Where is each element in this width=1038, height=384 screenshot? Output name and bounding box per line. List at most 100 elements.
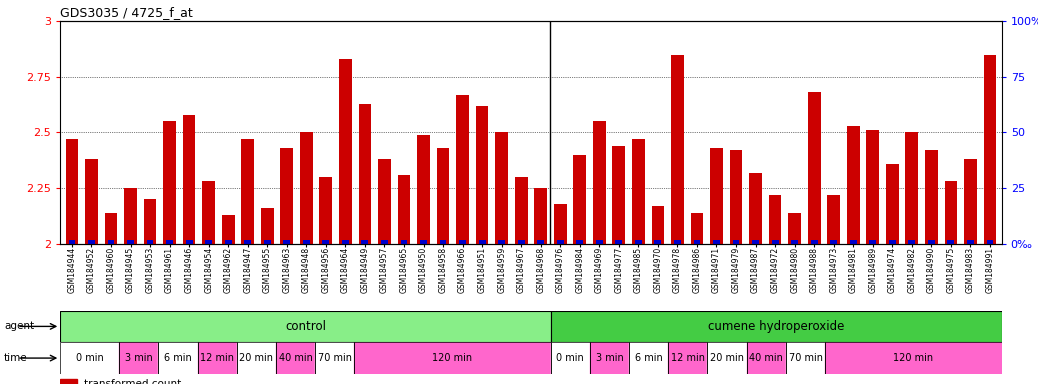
Bar xyxy=(713,240,720,244)
Text: 3 min: 3 min xyxy=(596,353,623,363)
Bar xyxy=(401,240,407,244)
Bar xyxy=(197,342,237,374)
Bar xyxy=(225,240,231,244)
Bar xyxy=(554,204,567,244)
Bar xyxy=(60,342,119,374)
Bar xyxy=(119,342,158,374)
Bar xyxy=(143,199,157,244)
Bar xyxy=(146,240,154,244)
Bar xyxy=(186,240,192,244)
Text: time: time xyxy=(4,353,28,363)
Bar xyxy=(550,342,590,374)
Bar xyxy=(967,240,974,244)
Text: 20 min: 20 min xyxy=(240,353,273,363)
Bar xyxy=(381,240,388,244)
Bar xyxy=(672,55,684,244)
Bar xyxy=(593,121,605,244)
Bar xyxy=(206,240,212,244)
Bar xyxy=(573,155,586,244)
Bar xyxy=(283,240,291,244)
Bar xyxy=(125,188,137,244)
Bar xyxy=(202,182,215,244)
Text: 6 min: 6 min xyxy=(164,353,192,363)
Bar xyxy=(69,240,76,244)
Bar xyxy=(378,159,390,244)
Bar xyxy=(264,240,271,244)
Bar xyxy=(825,342,1002,374)
Bar xyxy=(280,148,293,244)
Text: 0 min: 0 min xyxy=(76,353,104,363)
Text: 12 min: 12 min xyxy=(671,353,705,363)
Bar xyxy=(590,342,629,374)
Bar xyxy=(163,121,175,244)
Bar xyxy=(361,240,368,244)
Bar xyxy=(261,208,274,244)
Bar xyxy=(746,342,786,374)
Bar xyxy=(358,104,372,244)
Bar xyxy=(576,240,583,244)
Text: 120 min: 120 min xyxy=(894,353,933,363)
Bar xyxy=(870,240,876,244)
Text: 6 min: 6 min xyxy=(635,353,662,363)
Bar xyxy=(244,240,251,244)
Bar xyxy=(354,342,550,374)
Bar xyxy=(300,132,312,244)
Bar xyxy=(612,146,625,244)
Bar xyxy=(339,59,352,244)
Bar xyxy=(791,240,798,244)
Bar xyxy=(708,342,746,374)
Text: 120 min: 120 min xyxy=(433,353,472,363)
Bar xyxy=(354,342,550,374)
Bar xyxy=(222,215,235,244)
Bar xyxy=(437,148,449,244)
Bar xyxy=(847,126,859,244)
Bar xyxy=(417,135,430,244)
Bar xyxy=(786,342,825,374)
Bar xyxy=(850,240,856,244)
Bar xyxy=(518,240,524,244)
Bar xyxy=(320,177,332,244)
Bar xyxy=(556,240,564,244)
Bar xyxy=(788,213,801,244)
Text: 3 min: 3 min xyxy=(125,353,153,363)
Bar xyxy=(237,342,276,374)
Bar xyxy=(398,175,410,244)
Bar xyxy=(550,311,1002,342)
Bar xyxy=(60,311,550,342)
Bar xyxy=(693,240,701,244)
Bar xyxy=(60,342,119,374)
Bar xyxy=(827,195,840,244)
Bar xyxy=(710,148,722,244)
Text: agent: agent xyxy=(4,321,34,331)
Bar xyxy=(925,150,937,244)
Bar xyxy=(908,240,916,244)
Bar xyxy=(242,139,254,244)
Bar xyxy=(457,94,469,244)
Bar xyxy=(459,240,466,244)
Text: 20 min: 20 min xyxy=(710,353,744,363)
Text: 12 min: 12 min xyxy=(200,353,235,363)
Bar xyxy=(590,342,629,374)
Bar xyxy=(986,240,993,244)
Bar xyxy=(655,240,661,244)
Bar xyxy=(197,342,237,374)
Bar xyxy=(515,177,527,244)
Bar xyxy=(733,240,739,244)
Bar xyxy=(127,240,134,244)
Bar xyxy=(674,240,681,244)
Bar xyxy=(629,342,668,374)
Bar xyxy=(65,139,78,244)
Bar xyxy=(830,240,837,244)
Bar xyxy=(158,342,197,374)
Bar xyxy=(769,195,782,244)
Bar xyxy=(342,240,349,244)
Bar xyxy=(276,342,316,374)
Bar xyxy=(303,240,309,244)
Bar xyxy=(60,379,77,384)
Text: 40 min: 40 min xyxy=(278,353,312,363)
Bar xyxy=(237,342,276,374)
Bar xyxy=(616,240,622,244)
Bar xyxy=(708,342,746,374)
Bar xyxy=(749,172,762,244)
Bar xyxy=(276,342,316,374)
